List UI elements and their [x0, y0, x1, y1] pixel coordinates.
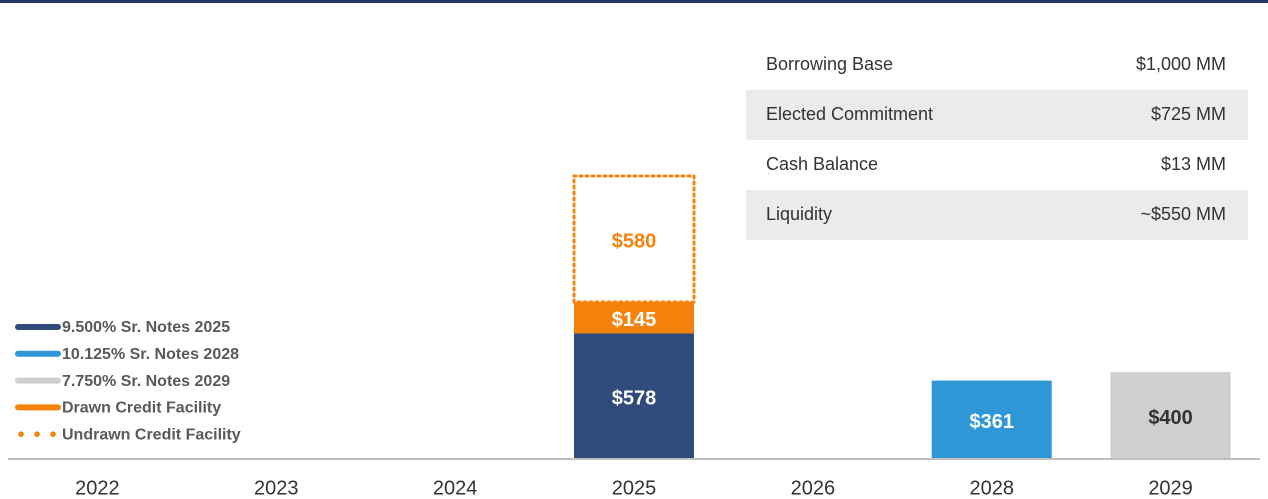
- x-tick-label: 2025: [612, 477, 657, 499]
- table-value: $1,000 MM: [1136, 54, 1226, 74]
- value-label: $145: [612, 309, 657, 331]
- value-label: $400: [1148, 407, 1193, 429]
- bar: [574, 333, 694, 459]
- table-label: Borrowing Base: [766, 54, 893, 74]
- x-tick-label: 2022: [75, 477, 120, 499]
- value-label: $580: [612, 230, 657, 252]
- x-tick-label: 2023: [254, 477, 299, 499]
- value-label: $578: [612, 388, 657, 410]
- x-tick-label: 2026: [791, 477, 836, 499]
- table-row-bg: [746, 90, 1248, 140]
- legend-swatch: [34, 431, 40, 438]
- table-value: $13 MM: [1161, 154, 1226, 174]
- bar: [574, 301, 694, 334]
- bar: [931, 380, 1052, 459]
- legend-label: Undrawn Credit Facility: [62, 426, 241, 443]
- table-value: ~$550 MM: [1140, 204, 1226, 224]
- x-tick-label: 2028: [969, 477, 1014, 499]
- table-label: Elected Commitment: [766, 104, 933, 124]
- table-row-bg: [746, 190, 1248, 240]
- bar-undrawn: [572, 174, 696, 304]
- legend-swatch: [50, 431, 56, 438]
- bar: [1110, 372, 1231, 459]
- value-label: $361: [969, 411, 1014, 433]
- table-value: $725 MM: [1151, 104, 1226, 124]
- legend-label: 9.500% Sr. Notes 2025: [62, 319, 230, 336]
- legend-label: Drawn Credit Facility: [62, 400, 221, 417]
- top-rule: [0, 0, 1268, 3]
- x-tick-label: 2029: [1148, 477, 1193, 499]
- table-label: Cash Balance: [766, 154, 878, 174]
- x-tick-label: 2024: [433, 477, 478, 499]
- legend-label: 7.750% Sr. Notes 2029: [62, 373, 230, 390]
- table-label: Liquidity: [766, 204, 832, 224]
- legend-label: 10.125% Sr. Notes 2028: [62, 346, 239, 363]
- legend-swatch: [18, 431, 24, 438]
